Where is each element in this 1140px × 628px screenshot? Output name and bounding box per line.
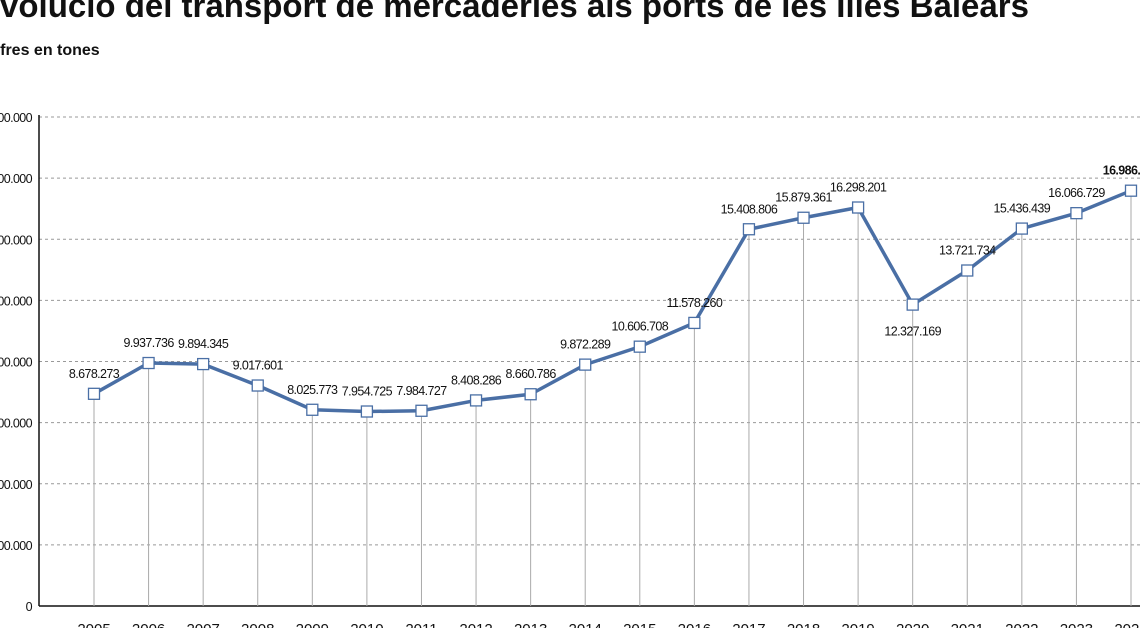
data-point: [142, 356, 155, 370]
x-tick-label: 2016: [678, 621, 711, 628]
x-tick-label: 2017: [732, 621, 765, 628]
data-label: 16.986.000: [1103, 164, 1140, 178]
y-tick-label: 15.000.000: [0, 233, 33, 247]
data-line: [93, 189, 1132, 414]
data-point: [87, 387, 101, 400]
x-tick-label: 2022: [1005, 621, 1038, 628]
data-point: [524, 388, 537, 401]
x-tick-label: 2023: [1060, 621, 1093, 628]
data-label: 15.436.439: [994, 202, 1051, 216]
data-label: 8.660.786: [506, 367, 557, 381]
data-point: [415, 404, 428, 417]
x-tick-label: 2005: [77, 621, 110, 628]
data-point: [1070, 207, 1083, 220]
data-point: [1015, 222, 1028, 235]
data-point: [360, 405, 374, 418]
x-tick-label: 2015: [623, 621, 656, 628]
data-label: 8.678.273: [69, 367, 120, 381]
x-tick-label: 2018: [787, 621, 820, 628]
data-label: 11.578.260: [667, 296, 723, 310]
data-point: [961, 264, 974, 277]
y-tick-label: 17.500.000: [0, 172, 33, 186]
x-tick-label: 2008: [241, 621, 274, 628]
x-tick-label: 2006: [132, 621, 165, 628]
data-label: 8.025.773: [287, 383, 338, 397]
y-tick-label: 2.500.000: [0, 539, 33, 553]
data-point: [1124, 184, 1138, 197]
data-label: 13.721.734: [939, 244, 996, 258]
y-tick-label: 7.500.000: [0, 417, 33, 431]
data-point: [469, 394, 483, 407]
data-label: 9.894.345: [178, 337, 229, 351]
data-label: 16.298.201: [830, 181, 887, 195]
y-tick-label: 12.500.000: [0, 294, 33, 308]
data-label: 12.327.169: [884, 325, 941, 339]
y-tick-label: 10.000.000: [0, 356, 33, 370]
x-tick-label: 2021: [951, 621, 984, 628]
data-label: 15.879.361: [775, 191, 832, 205]
data-label: 15.408.806: [721, 202, 778, 216]
y-tick-label: 5.000.000: [0, 478, 33, 492]
chart-title: Evolució del transport de mercaderies al…: [0, 0, 1029, 24]
x-tick-label: 2010: [350, 621, 383, 628]
x-tick-label: 2024: [1114, 621, 1140, 628]
data-label: 16.066.729: [1048, 186, 1105, 200]
data-point: [906, 298, 919, 311]
data-point: [251, 379, 264, 392]
data-label: 9.017.601: [233, 359, 284, 373]
data-label: 8.408.286: [451, 373, 502, 387]
x-tick-label: 2019: [841, 621, 874, 628]
y-tick-label: 0: [26, 600, 33, 614]
x-tick-label: 2009: [296, 621, 329, 628]
data-label: 9.937.736: [123, 336, 174, 350]
data-label: 7.954.725: [342, 385, 393, 399]
x-tick-label: 2012: [459, 621, 492, 628]
y-tick-label: 20.000.000: [0, 111, 33, 125]
x-tick-label: 2013: [514, 621, 547, 628]
data-point: [851, 201, 865, 214]
data-point: [742, 223, 756, 236]
data-point: [688, 316, 701, 330]
data-label: 9.872.289: [560, 338, 611, 352]
x-tick-label: 2020: [896, 621, 929, 628]
data-point: [633, 340, 646, 353]
data-point: [797, 211, 810, 224]
data-point: [306, 403, 319, 416]
chart-subtitle: Xifres en tones: [0, 42, 100, 59]
x-tick-label: 2014: [569, 621, 602, 628]
data-label: 10.606.708: [612, 320, 669, 334]
data-label: 7.984.727: [396, 384, 447, 398]
data-point: [579, 358, 592, 371]
x-tick-label: 2007: [186, 621, 219, 628]
data-point: [197, 357, 210, 371]
